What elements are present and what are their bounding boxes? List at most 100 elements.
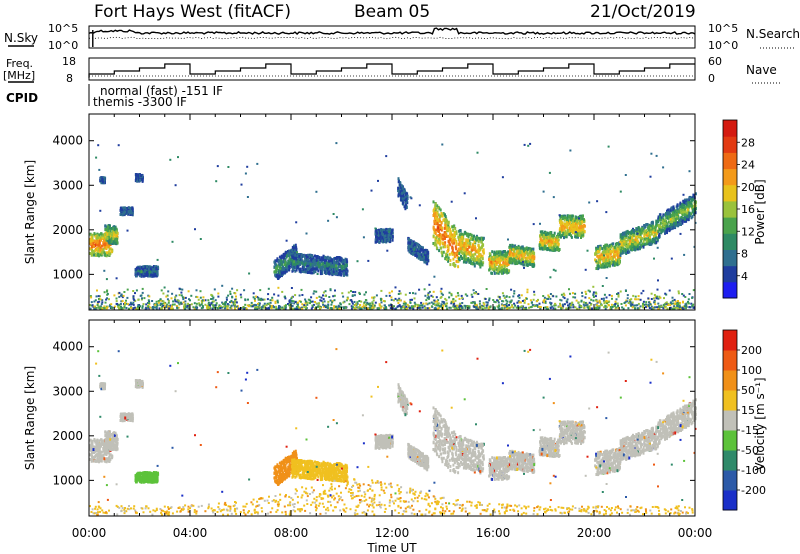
power-cell [540,232,543,236]
power-cell [288,249,291,253]
power-cell [147,267,150,271]
power-cell [271,299,274,302]
power-cell [501,266,503,270]
power-cell [443,243,446,246]
power-cell [135,267,138,271]
power-cell [296,262,299,266]
power-cell [460,232,463,236]
power-cell [291,264,294,268]
power-cell [459,236,462,240]
power-cell [645,237,648,241]
power-cell [275,259,278,263]
power-cell [559,227,562,231]
power-cell [311,271,313,275]
power-cell [607,252,610,256]
power-cell [456,249,459,253]
power-cell [615,243,618,247]
power-cell [323,267,326,271]
power-cell [568,229,571,233]
power-cell [611,256,614,260]
power-cell [445,257,448,261]
power-cell [89,241,92,245]
power-cell [513,259,516,263]
power-cell [481,244,484,248]
power-cell [603,249,606,252]
power-cell [298,260,301,264]
power-cell [530,248,533,251]
power-cell [397,177,400,181]
power-cell [96,234,99,238]
noise-right-tick-top: 10^5 [708,22,738,35]
power-cell [567,221,569,225]
station-title: Fort Hays West (fitACF) [94,2,291,22]
power-cell [449,234,452,238]
power-cell [280,262,283,266]
power-cell [575,216,578,220]
power-cell [609,243,612,247]
power-cell [606,248,609,252]
power-cell [422,252,424,256]
power-cell [606,255,609,259]
power-cell [91,249,94,252]
power-cell [269,299,272,302]
power-cell [525,263,528,267]
power-cell [136,179,138,183]
power-cell [109,247,112,251]
power-cell [694,192,697,196]
power-cell [626,229,629,233]
power-cell [150,273,153,277]
power-cell [99,248,102,252]
power-cell [93,240,96,244]
power-cell [505,254,508,258]
power-cell [376,238,379,242]
power-cell [491,265,494,269]
power-cell [659,221,662,225]
power-cell [465,258,468,262]
power-cell [473,262,476,266]
power-cell [338,256,341,259]
power-cell [654,233,657,237]
power-cell [306,255,309,259]
power-cell [113,225,116,229]
power-cell [509,251,511,255]
power-cell [115,231,118,235]
power-cell [153,273,156,277]
power-cell [337,256,340,259]
power-cell [577,229,580,233]
power-cell [295,268,298,272]
power-cell [425,255,428,259]
power-cell [107,245,109,249]
power-cell [479,254,482,258]
power-cell [608,264,611,267]
power-cell [648,242,651,246]
power-cell [340,259,343,263]
power-cell [443,219,446,222]
power-cell [344,257,347,261]
power-cell [436,239,439,243]
power-cell [385,231,388,235]
power-cell [526,250,528,253]
power-cell [458,257,460,261]
power-cell [649,227,652,231]
power-cell [444,254,447,258]
power-cell [112,234,115,238]
power-cell [653,238,656,242]
power-cell [139,265,141,269]
power-cell [598,254,601,258]
power-cell [493,263,496,267]
power-cell [467,238,470,242]
power-cell [472,244,474,248]
power-cell [495,271,498,275]
power-cell [474,244,476,248]
power-cell [312,266,315,269]
power-cell [89,247,92,251]
power-cell [606,265,609,269]
power-cell [582,214,584,218]
power-cell [610,257,613,261]
power-cell [446,244,449,248]
power-cell [488,258,490,262]
power-cell [301,269,304,273]
power-cell [449,243,452,247]
power-cell [108,243,111,247]
power-cell [97,240,100,244]
